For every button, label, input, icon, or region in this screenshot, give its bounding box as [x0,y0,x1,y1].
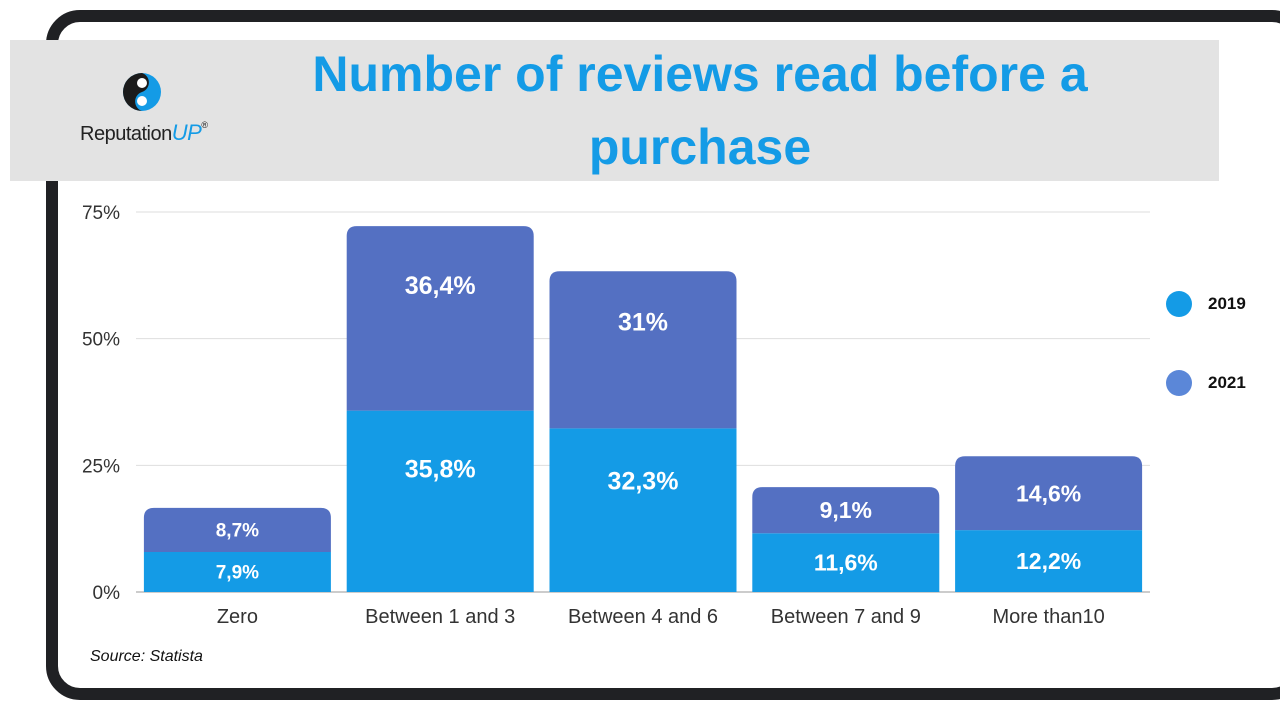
y-tick-label: 25% [82,456,120,477]
bar-2019 [143,551,331,592]
bar-2019 [752,533,940,592]
data-label: 12,2% [1016,548,1081,574]
logo-registered: ® [201,120,208,130]
data-label: 9,1% [820,497,872,523]
legend-item-2019: 2019 [1166,291,1246,317]
bar-2019 [346,410,534,592]
y-tick-label: 75% [82,203,120,224]
logo-mark-icon [123,73,161,111]
legend-item-2021: 2021 [1166,370,1246,396]
bar-2021 [346,226,534,411]
bar-2021 [955,456,1143,531]
data-label: 32,3% [608,467,679,495]
bar-2021 [143,507,331,552]
legend-swatch-2019 [1166,291,1192,317]
data-label: 11,6% [814,550,878,576]
title-band [10,40,1219,181]
data-label: 35,8% [405,455,476,483]
logo-up: UP [171,120,202,145]
data-label: 8,7% [216,521,259,542]
x-tick-label: More than10 [992,606,1104,628]
legend-label-2019: 2019 [1208,294,1246,313]
bar-2021 [549,271,737,429]
data-label: 31% [618,308,668,336]
data-label: 36,4% [405,272,476,300]
bar-2019 [549,428,737,592]
data-label: 7,9% [216,563,259,584]
x-tick-label: Between 4 and 6 [568,606,718,628]
bar-2019 [955,530,1143,592]
bar-2021 [752,487,940,534]
legend-label-2021: 2021 [1208,373,1246,392]
y-tick-label: 0% [93,583,121,604]
reputationup-logo: ReputationUP® [80,70,230,160]
y-tick-label: 50% [82,330,120,351]
chart-title: Number of reviews read before a purchase [312,45,1088,175]
x-tick-label: Zero [217,606,258,628]
logo-text: Reputation [80,123,172,145]
x-tick-label: Between 7 and 9 [771,606,921,628]
x-tick-label: Between 1 and 3 [365,606,515,628]
logo-wordmark: ReputationUP® [80,120,208,146]
data-label: 14,6% [1016,480,1081,506]
legend-swatch-2021 [1166,370,1192,396]
source-note: Source: Statista [90,648,203,665]
